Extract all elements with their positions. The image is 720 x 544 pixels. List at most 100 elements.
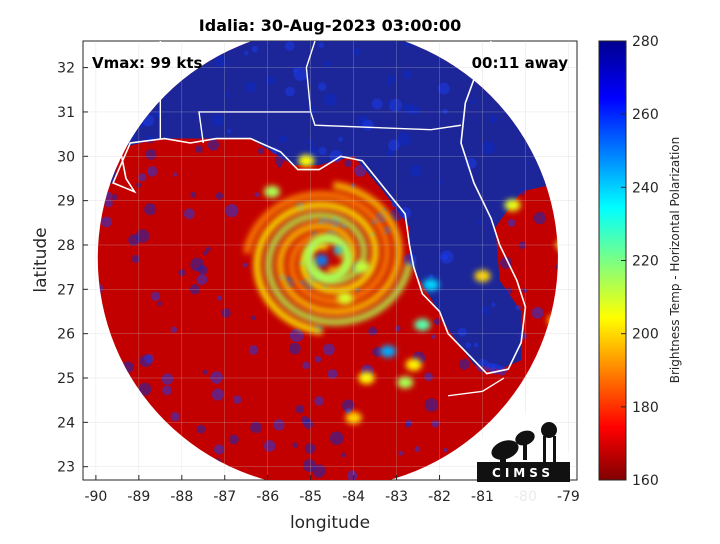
swath-texture [347,470,358,480]
x-tick-label: -90 [84,489,107,505]
swath-texture [323,60,331,68]
swath-texture [162,385,172,396]
colorbar-tick-label: 240 [632,180,659,196]
swath-texture [104,198,113,208]
x-tick-label: -83 [385,489,408,505]
colorbar-label: Brightness Temp - Horizontal Polarizatio… [668,137,682,384]
swath-texture [144,203,157,216]
swath-texture [251,315,256,321]
colorbar-tick-label: 260 [632,107,659,123]
swath-texture [304,443,316,454]
y-tick-label: 28 [57,238,75,254]
convective-cell [405,358,422,371]
swath-texture [284,41,295,51]
swath-texture [303,459,316,472]
swath-texture [404,421,411,428]
swath-texture [389,208,403,222]
swath-texture [531,306,544,319]
swath-texture [403,103,414,115]
swath-texture [216,295,223,301]
convective-cell [264,185,281,198]
swath-texture [431,420,440,428]
swath-texture [489,115,497,124]
swath-texture [211,113,224,127]
swath-texture [387,74,396,83]
swath-texture [273,419,285,431]
swath-texture [314,355,322,363]
convective-cell [379,345,396,358]
swath-texture [302,361,310,370]
swath-texture [473,342,479,348]
state-border [310,111,462,131]
swath-texture [507,218,516,227]
swath-texture [388,98,403,112]
swath-texture [372,346,383,357]
swath-texture [279,135,287,143]
swath-texture [152,111,160,118]
convective-cell [504,199,521,212]
logo-text: CIMSS [492,466,554,480]
colorbar-tick-label: 180 [632,400,659,416]
swath-texture [342,399,355,412]
swath-texture [312,464,326,478]
swath-texture [285,86,295,97]
swath-texture [210,371,223,384]
swath-texture [161,373,174,385]
colorbar-tick-label: 160 [632,473,659,489]
swath-texture [138,382,152,396]
x-tick-label: -82 [428,489,451,505]
swath-texture [202,369,208,375]
x-tick-label: -79 [557,489,580,505]
swath-texture [145,148,157,160]
swath-texture [254,192,260,198]
swath-texture [196,424,206,434]
swath-texture [505,287,513,295]
swath-texture [250,421,262,434]
swath-texture [183,208,195,220]
swath-texture [289,342,301,355]
swath-texture [424,372,433,382]
swath-texture [195,145,203,154]
swath-texture [203,250,208,256]
swath-texture [215,55,227,68]
x-tick-label: -84 [342,489,365,505]
swath-texture [398,450,404,456]
swath-texture [318,42,325,48]
swath-texture [465,342,472,349]
swath-texture [306,138,313,146]
swath-texture [414,446,421,452]
x-tick-label: -88 [170,489,193,505]
plot-layer [83,41,577,480]
eye-convection [315,254,328,267]
swath-texture [327,369,338,379]
colorbar-tick-label: 280 [632,34,659,50]
swath-texture [144,353,155,364]
swath-texture [251,45,259,53]
swath-texture [147,166,158,177]
swath-texture [215,192,224,200]
convective-cell [298,154,315,167]
colorbar-tick-label: 200 [632,327,659,343]
swath-texture [518,188,526,196]
swath-texture [138,173,147,182]
swath-texture [394,325,401,332]
swath-texture [221,308,231,318]
swath-texture [344,159,352,168]
y-axis-label: latitude [31,227,51,292]
swath-texture [207,139,220,151]
y-tick-label: 23 [57,460,75,476]
swath-texture [433,318,441,325]
y-tick-label: 27 [57,282,75,298]
swath-texture [263,440,276,452]
swath-texture [409,164,422,177]
swath-texture [338,136,344,142]
x-tick-label: -87 [213,489,236,505]
swath-texture [274,154,285,165]
y-tick-label: 32 [57,61,75,77]
swath-texture [289,328,304,343]
swath-texture [440,250,454,264]
colorbar-ticks: 160 180 200 220 240 260 280 [621,34,659,489]
swath-texture [323,93,337,107]
